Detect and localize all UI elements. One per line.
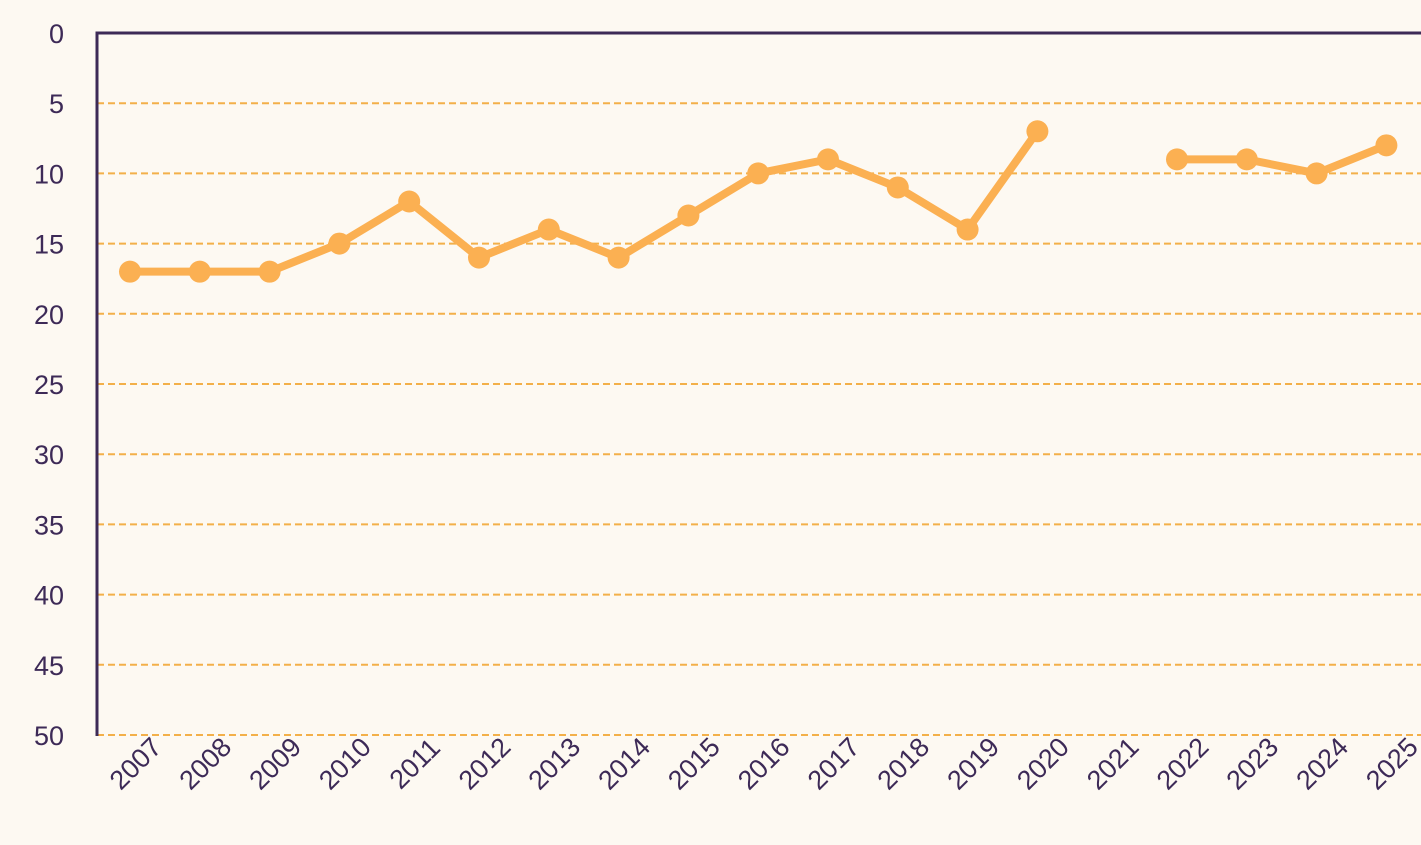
data-point — [817, 148, 839, 171]
series-line-segment — [1242, 155, 1321, 178]
series-line-segment — [544, 225, 623, 262]
series-line-segment — [963, 127, 1042, 234]
series-line-segment — [754, 155, 832, 178]
data-point — [328, 232, 351, 255]
series-line-segment — [335, 197, 414, 248]
y-tick-label: 10 — [34, 159, 64, 189]
y-tick-label: 40 — [34, 581, 64, 611]
x-tick-label: 2021 — [1081, 732, 1145, 796]
y-tick-label: 15 — [34, 230, 64, 260]
data-point — [119, 260, 141, 283]
y-tick-label: 45 — [34, 651, 64, 681]
data-point — [1235, 148, 1258, 171]
data-point — [468, 246, 490, 269]
data-point — [1305, 162, 1328, 185]
data-point — [747, 162, 770, 185]
x-tick-label: 2011 — [384, 733, 446, 795]
series-line-segment — [614, 211, 693, 262]
y-tick-label: 0 — [49, 19, 64, 49]
series-line-segment — [405, 197, 483, 262]
data-point — [537, 218, 560, 241]
y-tick-label: 50 — [34, 721, 64, 751]
x-tick-label: 2010 — [313, 732, 377, 796]
x-tick-label: 2016 — [732, 732, 796, 796]
x-tick-label: 2007 — [104, 732, 168, 796]
y-tick-label: 5 — [49, 89, 64, 119]
x-tick-label: 2013 — [523, 732, 587, 796]
data-point — [258, 260, 281, 283]
x-tick-label: 2022 — [1151, 732, 1215, 796]
series-line-segment — [475, 225, 553, 262]
data-point — [1026, 120, 1049, 143]
x-tick-label: 2024 — [1290, 732, 1354, 796]
x-tick-label: 2023 — [1221, 732, 1285, 796]
data-point — [607, 246, 630, 269]
data-point — [956, 218, 979, 241]
data-point — [1375, 134, 1398, 157]
data-point — [1166, 148, 1188, 171]
y-tick-label: 35 — [34, 510, 64, 540]
x-tick-label: 2020 — [1011, 732, 1075, 796]
data-point — [398, 190, 421, 213]
x-tick-label: 2012 — [453, 732, 517, 796]
series-line-segment — [684, 169, 763, 220]
series-line-segment — [893, 183, 972, 234]
data-point — [677, 204, 700, 227]
y-tick-label: 30 — [34, 440, 64, 470]
x-tick-label: 2015 — [662, 732, 726, 796]
x-tick-label: 2019 — [941, 732, 1005, 796]
series-line-segment — [824, 155, 902, 192]
series-line-segment — [265, 239, 344, 276]
y-tick-label: 20 — [34, 300, 64, 330]
data-point — [188, 260, 211, 283]
x-tick-label: 2008 — [174, 732, 238, 796]
series-line-segment — [1312, 141, 1391, 178]
y-tick-label: 25 — [34, 370, 64, 400]
x-tick-label: 2009 — [243, 732, 307, 796]
data-point — [886, 176, 909, 199]
x-tick-label: 2025 — [1360, 732, 1421, 796]
x-tick-label: 2017 — [802, 732, 866, 796]
x-tick-label: 2014 — [592, 732, 656, 796]
x-tick-label: 2018 — [872, 732, 936, 796]
